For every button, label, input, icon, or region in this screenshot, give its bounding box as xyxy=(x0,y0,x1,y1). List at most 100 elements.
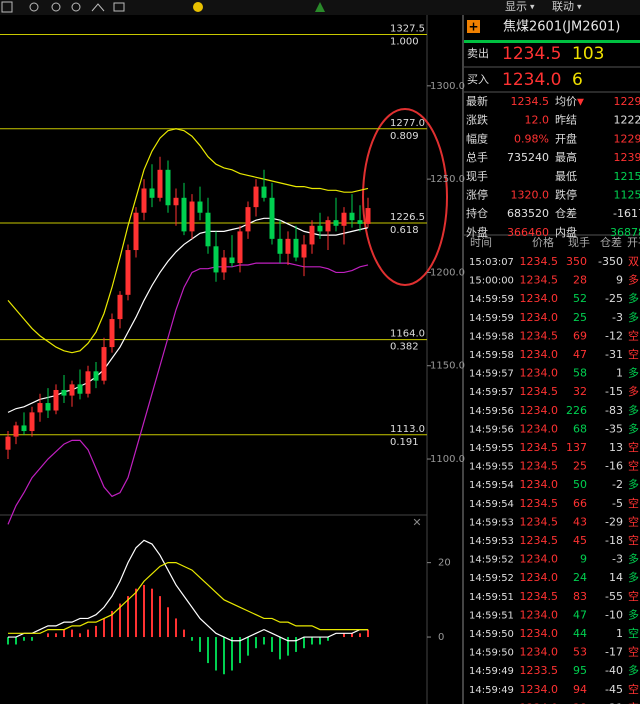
trade-type: 多 xyxy=(628,663,639,677)
stat-value: 1239.0 xyxy=(614,151,640,164)
trade-time: 14:59:55 xyxy=(469,462,514,473)
candle-body xyxy=(317,225,323,232)
trade-price: 1234.0 xyxy=(520,404,559,417)
icon xyxy=(51,2,61,12)
icon xyxy=(1,1,13,13)
trade-time: 14:59:55 xyxy=(469,443,514,454)
toolbar-display[interactable]: 显示 xyxy=(505,0,527,13)
stat-label: 仓差 xyxy=(555,206,577,220)
trade-time: 14:59:59 xyxy=(469,294,514,305)
trade-price: 1234.5 xyxy=(520,497,559,510)
trade-time: 14:59:49 xyxy=(469,685,514,696)
trade-oi: -17 xyxy=(605,646,623,659)
trade-time: 14:59:53 xyxy=(469,517,514,528)
trade-volume: 47 xyxy=(573,608,587,621)
icon xyxy=(113,2,125,12)
trade-time: 14:59:51 xyxy=(469,592,514,603)
trade-oi: -29 xyxy=(605,515,623,528)
quote-title: 焦煤2601(JM2601) xyxy=(503,20,620,35)
close-pane[interactable]: ✕ xyxy=(412,516,421,529)
trade-header: 现手 xyxy=(568,235,590,249)
trade-price: 1234.5 xyxy=(520,274,559,287)
fib-price: 1113.0 xyxy=(390,424,425,435)
trade-time: 14:59:50 xyxy=(469,648,514,659)
stat-value: 1222.5 xyxy=(614,114,640,127)
annotation-circle xyxy=(362,108,448,286)
candle-body xyxy=(5,436,11,450)
trade-time: 14:59:52 xyxy=(469,573,514,584)
trade-type: 空 xyxy=(628,514,639,528)
indicator-line xyxy=(7,217,369,413)
trade-type: 空 xyxy=(628,626,639,640)
toolbar-link[interactable]: 联动 xyxy=(552,0,574,13)
y-tick-label: 1150.0 xyxy=(430,361,465,372)
trade-type: 多 xyxy=(628,570,639,584)
trade-price: 1234.5 xyxy=(520,385,559,398)
trade-price: 1233.5 xyxy=(520,664,559,677)
trade-type: 空 xyxy=(628,496,639,510)
stat-label: 涨停 xyxy=(466,188,488,202)
trade-time: 14:59:58 xyxy=(469,331,514,342)
stat-label: 外盘 xyxy=(466,225,488,239)
trade-volume: 137 xyxy=(566,441,587,454)
trade-volume: 69 xyxy=(573,329,587,342)
icon xyxy=(91,3,105,12)
stat-label: 跌停 xyxy=(555,188,577,202)
candle-body xyxy=(141,188,147,213)
quote-volume: 6 xyxy=(572,70,583,90)
trade-volume: 24 xyxy=(573,571,587,584)
stat-value: 1229.5 xyxy=(614,132,640,145)
candle-body xyxy=(277,238,283,254)
add-icon-plus: + xyxy=(468,20,478,34)
candle-body xyxy=(45,403,51,411)
trade-oi: -18 xyxy=(605,534,623,547)
stat-label: 内盘 xyxy=(555,225,577,239)
trade-volume: 53 xyxy=(573,646,587,659)
down-arrow: ▼ xyxy=(577,98,584,108)
trade-time: 14:59:54 xyxy=(469,480,514,491)
candle-body xyxy=(165,169,171,206)
trade-price: 1234.0 xyxy=(520,311,559,324)
candle-body xyxy=(125,250,131,295)
trade-volume: 83 xyxy=(573,590,587,603)
trade-oi: 1 xyxy=(616,627,623,640)
y-tick-label: 20 xyxy=(438,558,451,569)
candle-body xyxy=(61,389,67,396)
trade-oi: -12 xyxy=(605,329,623,342)
trade-volume: 28 xyxy=(573,274,587,287)
trade-type: 多 xyxy=(628,477,639,491)
trade-type: 空 xyxy=(628,533,639,547)
trade-oi: -40 xyxy=(605,664,623,677)
trade-time: 14:59:53 xyxy=(469,536,514,547)
indicator-line xyxy=(7,262,369,525)
trade-volume: 50 xyxy=(573,478,587,491)
trade-oi: -16 xyxy=(605,460,623,473)
candle-body xyxy=(349,212,355,221)
stat-value: 735240 xyxy=(507,151,549,164)
y-tick-label: 1250.0 xyxy=(430,174,465,185)
candle-body xyxy=(197,201,203,213)
candle-body xyxy=(157,169,163,198)
stat-label: 最高 xyxy=(555,150,577,164)
trade-oi: -25 xyxy=(605,292,623,305)
trade-oi: 9 xyxy=(616,274,623,287)
stat-label: 总手 xyxy=(466,150,488,164)
trade-price: 1234.0 xyxy=(520,571,559,584)
quote-label: 卖出 xyxy=(467,46,489,60)
candle-body xyxy=(245,207,251,232)
trade-price: 1234.0 xyxy=(520,627,559,640)
trade-volume: 28 xyxy=(573,701,587,704)
candle-body xyxy=(13,425,19,437)
candle-body xyxy=(189,201,195,232)
trade-price: 1234.5 xyxy=(520,590,559,603)
trade-price: 1234.5 xyxy=(520,534,559,547)
title-bar xyxy=(464,40,640,43)
candle-body xyxy=(285,238,291,254)
stat-value: 1215.0 xyxy=(614,170,640,183)
candle-body xyxy=(53,389,59,411)
candle-body xyxy=(229,257,235,264)
quote-volume: 103 xyxy=(572,44,604,64)
trade-oi: 13 xyxy=(609,441,623,454)
add-icon[interactable] xyxy=(467,20,480,33)
